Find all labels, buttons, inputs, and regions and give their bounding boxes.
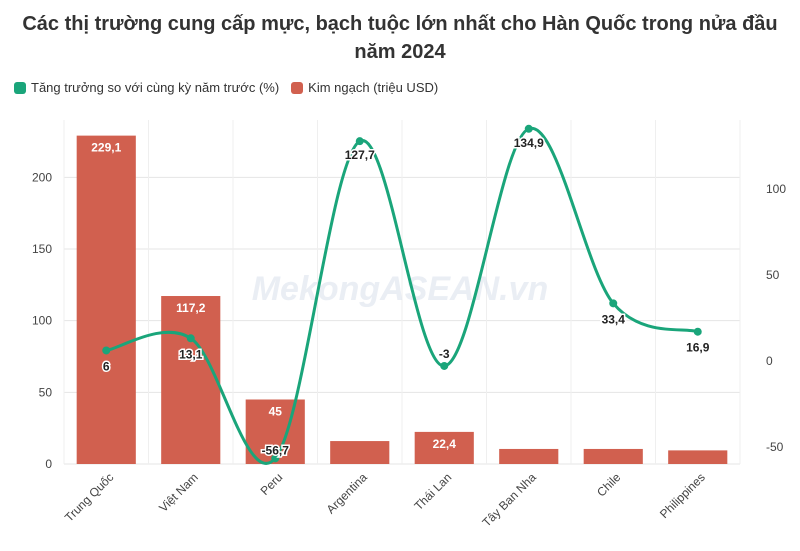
growth-point <box>186 334 195 343</box>
bar <box>499 448 559 464</box>
bar <box>668 450 728 464</box>
legend-item-value[interactable]: Kim ngạch (triệu USD) <box>291 80 438 95</box>
growth-point <box>693 327 702 336</box>
growth-data-label: -3 <box>439 347 450 361</box>
legend-label-growth: Tăng trưởng so với cùng kỳ năm trước (%) <box>31 80 280 95</box>
category-label: Việt Nam <box>156 470 201 515</box>
growth-point <box>102 346 111 355</box>
bar <box>161 296 221 464</box>
y-left-tick-label: 100 <box>32 314 52 328</box>
legend: Tăng trưởng so với cùng kỳ năm trước (%)… <box>14 80 438 95</box>
bar <box>414 431 474 464</box>
category-label: Chile <box>594 470 623 499</box>
legend-swatch-value <box>291 81 304 94</box>
y-left-tick-label: 150 <box>32 242 52 256</box>
y-right-tick-label: 100 <box>766 182 786 196</box>
growth-point <box>271 454 280 463</box>
category-label: Philippines <box>657 470 708 521</box>
bar-data-label: 22,4 <box>433 437 457 451</box>
growth-point <box>524 124 533 133</box>
y-right-tick-label: 0 <box>766 354 773 368</box>
growth-data-label: 13,1 <box>179 347 203 361</box>
growth-point <box>355 137 364 146</box>
growth-data-label: 6 <box>103 359 110 373</box>
bar-data-label: 229,1 <box>91 141 121 155</box>
bar <box>245 399 305 464</box>
y-left-tick-label: 200 <box>32 170 52 184</box>
bar <box>76 135 136 464</box>
category-label: Argentina <box>324 470 370 516</box>
y-left-tick-label: 0 <box>45 457 52 471</box>
y-right-tick-label: 50 <box>766 268 780 282</box>
growth-line <box>105 127 699 465</box>
category-label: Thái Lan <box>411 470 454 513</box>
growth-data-label: 134,9 <box>514 136 544 150</box>
legend-swatch-growth <box>14 81 26 94</box>
growth-data-label: 16,9 <box>686 341 710 355</box>
y-left-tick-label: 50 <box>39 385 53 399</box>
category-label: Tây Ban Nha <box>479 470 539 530</box>
bar <box>583 448 643 464</box>
chart-title: Các thị trường cung cấp mực, bạch tuộc l… <box>22 13 778 63</box>
legend-label-value: Kim ngạch (triệu USD) <box>308 80 439 95</box>
growth-point <box>609 299 618 308</box>
category-label: Peru <box>258 470 286 498</box>
growth-data-label: -56,7 <box>262 443 290 457</box>
legend-item-growth[interactable]: Tăng trưởng so với cùng kỳ năm trước (%) <box>14 80 279 95</box>
y-right-tick-label: -50 <box>766 440 784 454</box>
watermark: MekongASEAN.vn <box>252 270 549 308</box>
bar-data-label: 117,2 <box>176 301 206 315</box>
bar-data-label: 45 <box>269 405 283 419</box>
growth-data-label: 127,7 <box>345 148 375 162</box>
bar <box>330 441 390 464</box>
category-label: Trung Quốc <box>62 470 116 524</box>
growth-point <box>440 361 449 370</box>
growth-data-label: 33,4 <box>602 312 626 326</box>
